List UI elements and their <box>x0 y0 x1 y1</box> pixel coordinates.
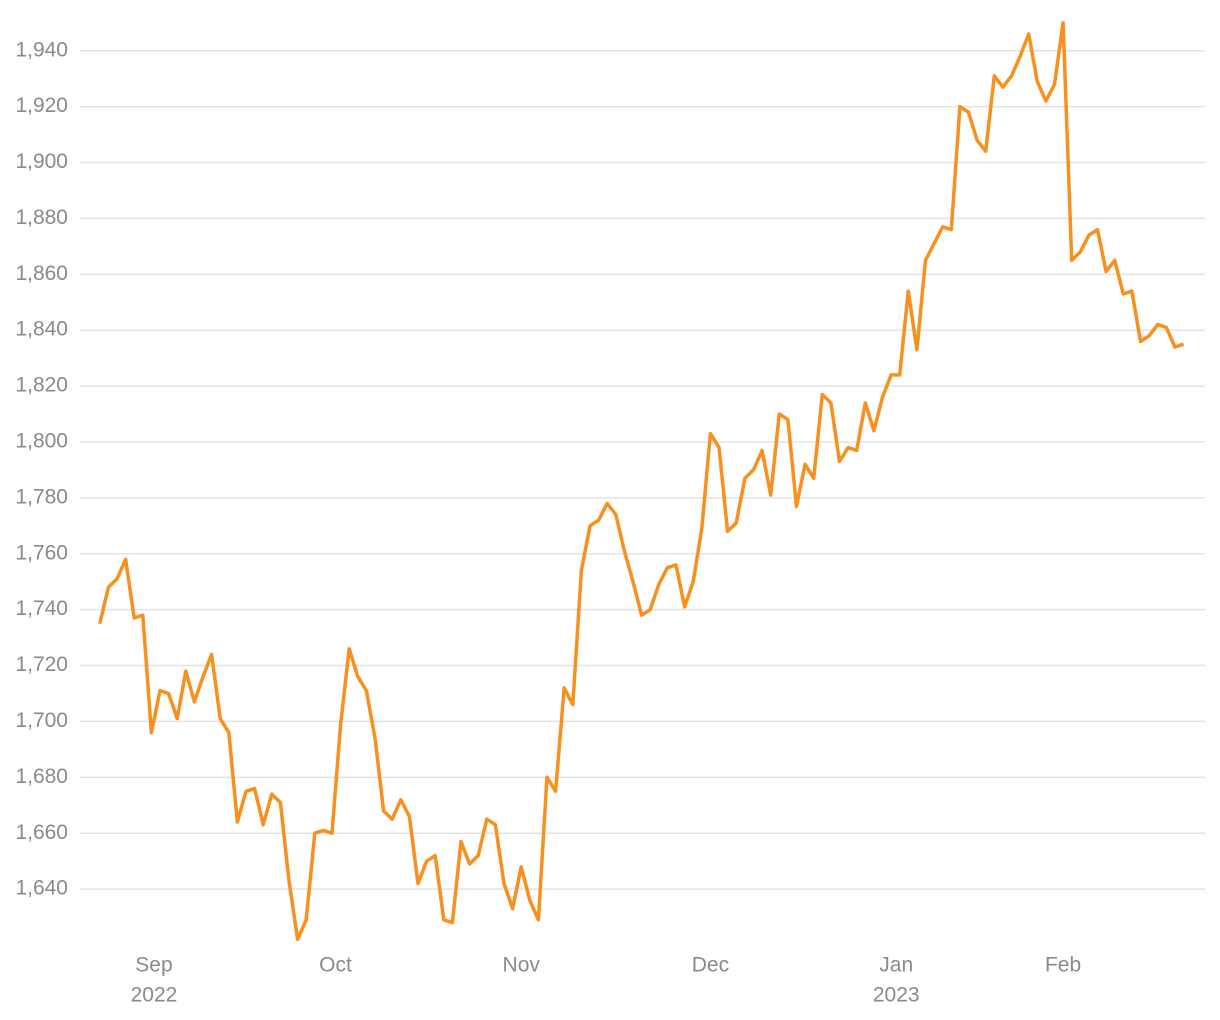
y-tick-label: 1,640 <box>15 877 68 900</box>
y-tick-label: 1,840 <box>15 318 68 341</box>
x-year-label: 2022 <box>131 984 178 1007</box>
x-tick-label: Nov <box>503 954 541 977</box>
y-tick-label: 1,680 <box>15 765 68 788</box>
y-tick-label: 1,880 <box>15 206 68 229</box>
y-tick-label: 1,760 <box>15 541 68 564</box>
y-tick-label: 1,920 <box>15 94 68 117</box>
y-tick-label: 1,940 <box>15 38 68 61</box>
y-tick-label: 1,720 <box>15 653 68 676</box>
x-tick-label: Oct <box>319 954 352 977</box>
y-tick-label: 1,740 <box>15 597 68 620</box>
y-tick-label: 1,800 <box>15 430 68 453</box>
y-tick-label: 1,700 <box>15 709 68 732</box>
y-tick-label: 1,660 <box>15 821 68 844</box>
y-tick-label: 1,900 <box>15 150 68 173</box>
x-tick-label: Dec <box>692 954 729 977</box>
y-tick-label: 1,780 <box>15 485 68 508</box>
y-tick-label: 1,860 <box>15 262 68 285</box>
x-year-label: 2023 <box>873 984 920 1007</box>
x-tick-label: Sep <box>135 954 172 977</box>
x-tick-label: Jan <box>879 954 913 977</box>
x-tick-label: Feb <box>1045 954 1081 977</box>
y-tick-label: 1,820 <box>15 374 68 397</box>
price-line <box>98 21 1185 942</box>
